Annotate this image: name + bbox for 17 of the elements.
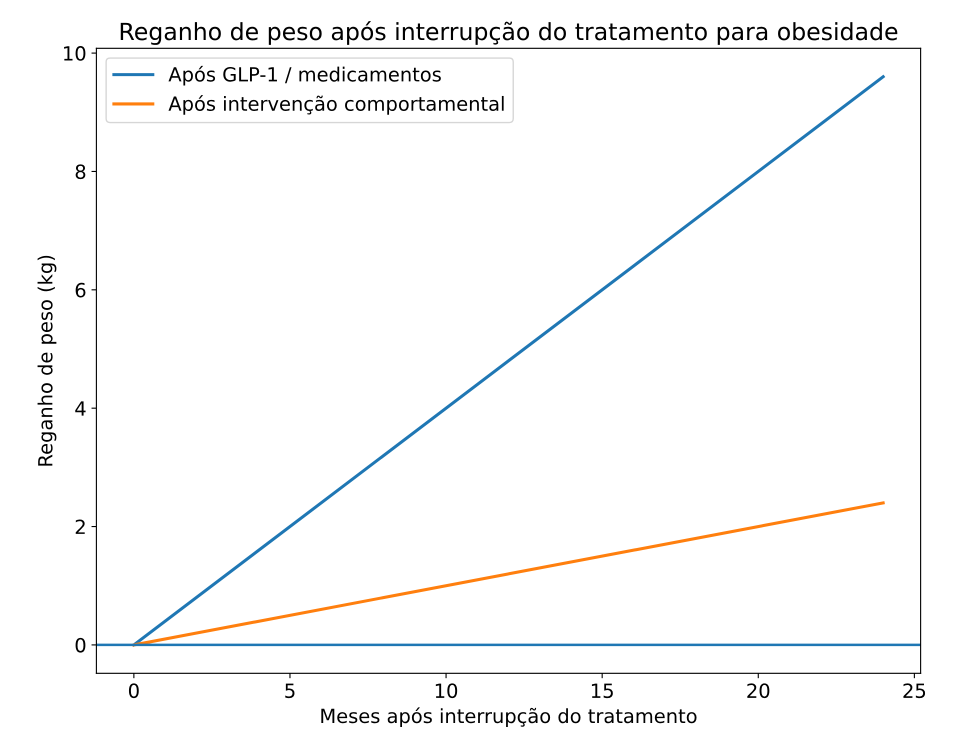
x-tick-label: 5 <box>285 684 294 698</box>
x-tick-label: 20 <box>747 683 770 698</box>
x-tick-label: 15 <box>592 684 613 698</box>
x-tick-label: 0 <box>128 683 139 698</box>
y-axis-title: Reganho de peso (kg) <box>38 256 56 466</box>
y-tick-label: 8 <box>76 164 86 180</box>
y-tick-label: 0 <box>76 638 86 653</box>
chart-title: Reganho de peso após interrupção do tratamento para obesidade <box>120 21 898 45</box>
x-axis-title: Meses após interrupção do tratamento <box>321 707 697 728</box>
y-tick-label: 4 <box>75 401 86 416</box>
x-tick-label: 25 <box>903 683 926 698</box>
y-tick-label: 10 <box>64 46 86 61</box>
legend-label: Após intervenção comportamental <box>168 95 504 115</box>
y-tick-label: 2 <box>76 520 85 534</box>
x-tick-label: 10 <box>436 683 458 698</box>
legend-label: Após GLP-1 / medicamentos <box>168 66 441 86</box>
y-tick-label: 6 <box>76 282 86 298</box>
